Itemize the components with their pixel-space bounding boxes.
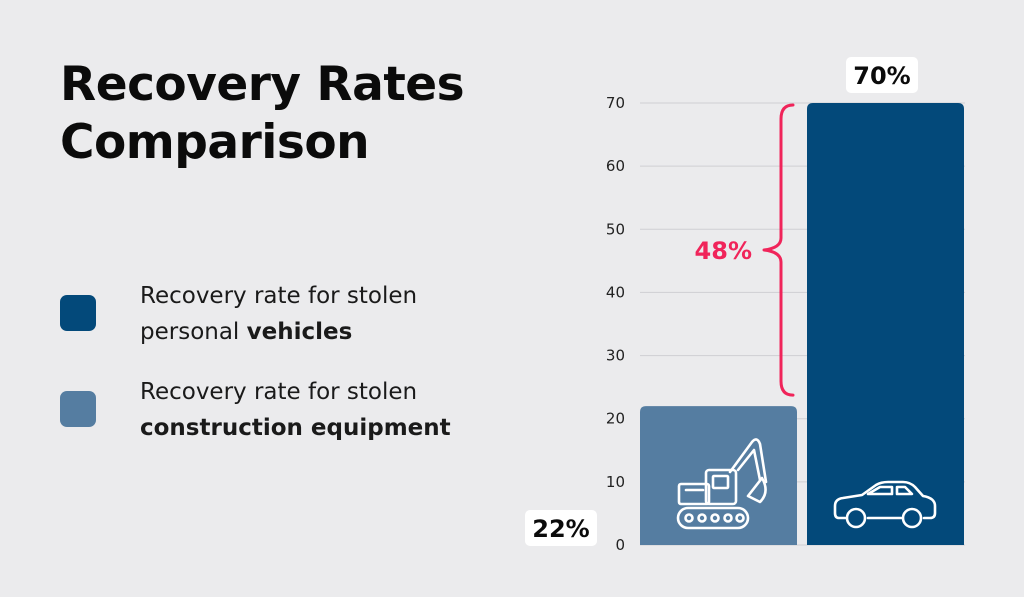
y-tick-label: 40 [606,283,625,301]
legend-swatch-vehicles [60,295,96,331]
legend-label-plain: Recovery rate for stolen [140,379,418,405]
excavator-icon [676,438,768,530]
car-icon [833,480,937,529]
data-label-vehicles-bg [846,57,918,93]
y-tick-label: 20 [606,410,625,428]
difference-label: 48% [695,237,752,265]
legend-label-vehicles: Recovery rate for stolen personal vehicl… [140,278,500,350]
y-tick-label: 60 [606,157,625,175]
legend-label-bold: vehicles [246,319,353,345]
data-label-vehicles: 70% [853,62,910,90]
legend-label-bold: construction equipment [140,415,451,441]
y-tick-label: 10 [606,473,625,491]
legend-swatch-construction [60,391,96,427]
y-tick-label: 50 [606,220,625,238]
legend-label-construction: Recovery rate for stolen construction eq… [140,374,500,446]
legend-label-plain: Recovery rate for stolen personal [140,283,418,345]
chart-title: Recovery Rates Comparison [60,56,465,172]
bar-vehicles [807,103,964,545]
y-tick-label: 70 [606,94,625,112]
data-label-construction-equipment: 22% [532,515,589,543]
title-line-1: Recovery Rates [60,57,465,112]
y-tick-label: 30 [606,347,625,365]
y-tick-label: 0 [615,536,625,554]
data-label-construction-equipment-bg [525,510,597,546]
title-line-2: Comparison [60,115,370,170]
difference-brace [762,103,795,397]
